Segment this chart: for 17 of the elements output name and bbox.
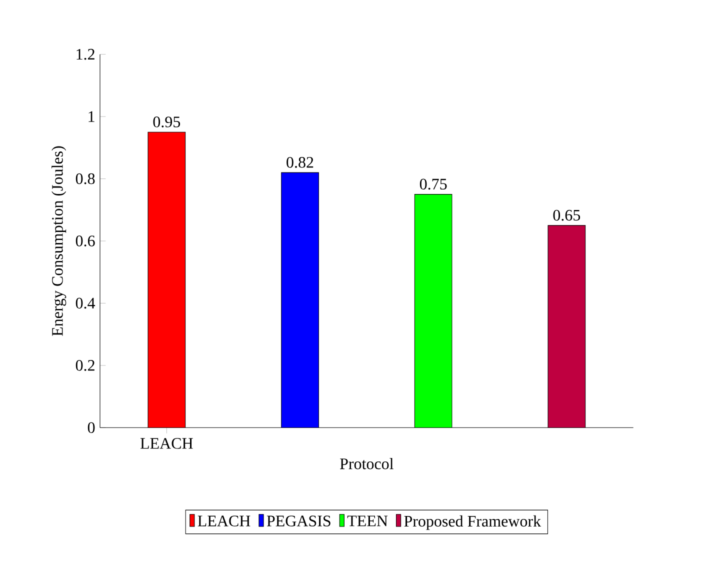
legend-label: PEGASIS	[266, 516, 330, 526]
legend-label: Proposed Framework	[404, 515, 542, 530]
y-tick-label: 0.4	[76, 298, 96, 309]
data-label: 0.95	[153, 116, 180, 128]
x-axis-title: Protocol	[340, 458, 394, 470]
data-label: 0.75	[420, 178, 447, 190]
y-tick-label: 1	[88, 111, 94, 122]
y-tick-label: 0.2	[76, 360, 94, 371]
y-tick-label: 0.8	[76, 173, 95, 184]
y-tick-label: 1.2	[76, 48, 94, 60]
y-axis-title: Energy Consumption (Joules)	[52, 146, 66, 336]
y-tick-label: 0.6	[76, 236, 95, 246]
y-tick-label: 0	[88, 422, 95, 434]
data-label: 0.82	[286, 156, 314, 168]
data-label: 0.65	[553, 210, 580, 221]
legend-label: TEEN	[347, 516, 388, 526]
legend-label: LEACH	[198, 516, 250, 526]
